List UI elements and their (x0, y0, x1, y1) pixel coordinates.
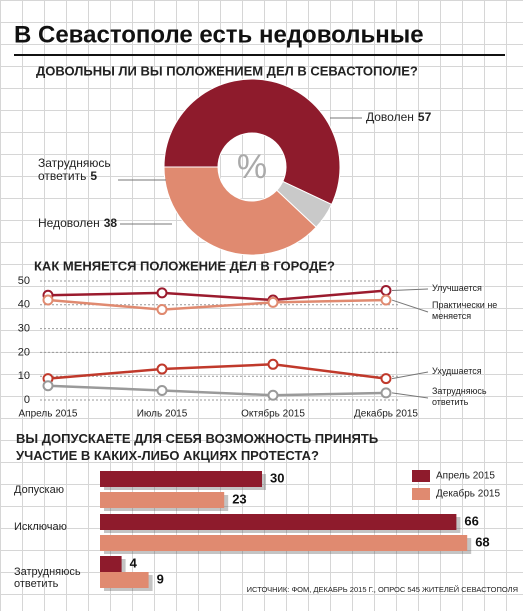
leader-line (391, 392, 429, 399)
x-tick-label: Октябрь 2015 (241, 408, 305, 420)
chart-title: КАК МЕНЯЕТСЯ ПОЛОЖЕНИЕ ДЕЛ В ГОРОДЕ? (34, 258, 335, 273)
series-point (156, 287, 168, 299)
slice-value: 57 (417, 110, 432, 124)
x-tick-label: Декабрь 2015 (354, 408, 418, 420)
category-label: Затрудняюсь ответить (14, 566, 81, 590)
leader-line (391, 288, 429, 292)
legend-label: Апрель 2015 (436, 471, 495, 482)
slice-label: Доволен 57 (366, 110, 432, 124)
slice-label: Затрудняюсь ответить 5 (38, 156, 111, 183)
page-title: В Севастополе есть недовольные (14, 21, 424, 48)
legend-label: Декабрь 2015 (436, 488, 500, 500)
series-line (47, 363, 387, 380)
center-label: % (237, 148, 267, 186)
y-tick-label: 40 (18, 299, 30, 311)
series-label: Ухудшается (432, 366, 482, 376)
y-tick-label: 10 (18, 370, 30, 382)
series-point (267, 296, 279, 308)
series-point (42, 294, 54, 306)
bar (100, 572, 149, 588)
y-tick-label: 30 (18, 323, 30, 335)
y-tick-label: 0 (24, 394, 30, 406)
value-label: 4 (130, 555, 138, 570)
pie-slice (163, 78, 341, 206)
series-point (380, 387, 392, 399)
series-label: Улучшается (432, 283, 482, 293)
value-label: 68 (475, 534, 489, 549)
value-label: 23 (232, 491, 246, 506)
value-label: 9 (157, 571, 164, 586)
chart-title: ВЫ ДОПУСКАЕТЕ ДЛЯ СЕБЯ ВОЗМОЖНОСТЬ ПРИНЯ… (16, 431, 379, 463)
series-point (156, 304, 168, 316)
series-point (42, 380, 54, 392)
leader-line (391, 299, 429, 313)
y-tick-label: 50 (18, 275, 30, 287)
series-point (267, 358, 279, 370)
bar (100, 556, 122, 572)
series-line (47, 384, 387, 397)
value-label: 66 (464, 513, 478, 528)
series-point (156, 363, 168, 375)
slice-label: Недоволен 38 (38, 216, 118, 230)
slice-value: 38 (103, 216, 118, 230)
bar (100, 535, 468, 551)
bar (100, 471, 262, 487)
value-label: 30 (270, 470, 284, 485)
y-tick-label: 20 (18, 346, 30, 358)
series-label: Практически не меняется (432, 300, 498, 321)
series-point (156, 384, 168, 396)
series-point (380, 294, 392, 306)
source-note: ИСТОЧНИК: ФОМ, ДЕКАБРЬ 2015 Г., ОПРОС 54… (246, 585, 518, 594)
series-point (380, 373, 392, 385)
series-point (380, 285, 392, 297)
series-point (267, 389, 279, 401)
x-tick-label: Июль 2015 (137, 409, 188, 420)
slice-value: 5 (90, 169, 98, 183)
legend-swatch (412, 470, 430, 482)
leader-line (391, 371, 429, 380)
chart-title: ДОВОЛЬНЫ ЛИ ВЫ ПОЛОЖЕНИЕМ ДЕЛ В СЕВАСТОП… (36, 63, 418, 78)
bar (100, 514, 457, 530)
category-label: Исключаю (14, 521, 67, 533)
bar (100, 492, 225, 508)
legend-swatch (412, 488, 430, 500)
category-label: Допускаю (14, 484, 64, 496)
series-label: Затрудняюсь ответить (432, 386, 487, 407)
series-line (47, 298, 387, 311)
x-tick-label: Апрель 2015 (19, 409, 78, 420)
pie-slice (163, 166, 317, 256)
series-line (47, 289, 387, 302)
